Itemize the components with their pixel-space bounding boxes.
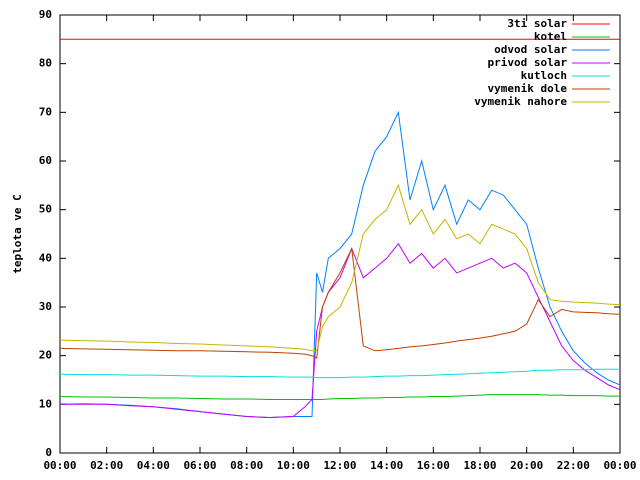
y-tick-label: 10 [39, 397, 52, 410]
y-tick-label: 0 [45, 446, 52, 459]
y-tick-label: 70 [39, 105, 52, 118]
x-tick-label: 10:00 [277, 459, 310, 472]
legend-label: odvod solar [494, 43, 567, 56]
y-tick-label: 50 [39, 203, 52, 216]
legend-label: vymenik nahore [474, 95, 567, 108]
x-tick-label: 06:00 [183, 459, 216, 472]
x-tick-label: 18:00 [463, 459, 496, 472]
y-tick-label: 40 [39, 251, 52, 264]
x-tick-label: 20:00 [510, 459, 543, 472]
x-tick-label: 12:00 [323, 459, 356, 472]
series-line [59, 246, 621, 359]
x-tick-label: 04:00 [137, 459, 170, 472]
y-tick-label: 30 [39, 300, 52, 313]
y-tick-label: 60 [39, 154, 52, 167]
x-tick-label: 22:00 [557, 459, 590, 472]
x-tick-label: 08:00 [230, 459, 263, 472]
legend-label: privod solar [488, 56, 568, 69]
x-tick-label: 02:00 [90, 459, 123, 472]
legend-label: kutloch [521, 69, 567, 82]
series-line [59, 183, 621, 352]
series-line [59, 368, 620, 379]
series-line [59, 110, 621, 419]
y-axis-label: teplota ve C [11, 194, 24, 273]
x-tick-label: 00:00 [603, 459, 636, 472]
legend-label: vymenik dole [488, 82, 568, 95]
series-line [59, 394, 620, 400]
legend-label: 3ti solar [507, 17, 567, 30]
y-tick-label: 90 [39, 8, 52, 21]
y-tick-label: 80 [39, 57, 52, 70]
legend-label: kotel [534, 30, 567, 43]
x-tick-label: 00:00 [43, 459, 76, 472]
x-tick-label: 16:00 [417, 459, 450, 472]
series-line [60, 242, 621, 419]
x-tick-label: 14:00 [370, 459, 403, 472]
y-tick-label: 20 [39, 349, 52, 362]
